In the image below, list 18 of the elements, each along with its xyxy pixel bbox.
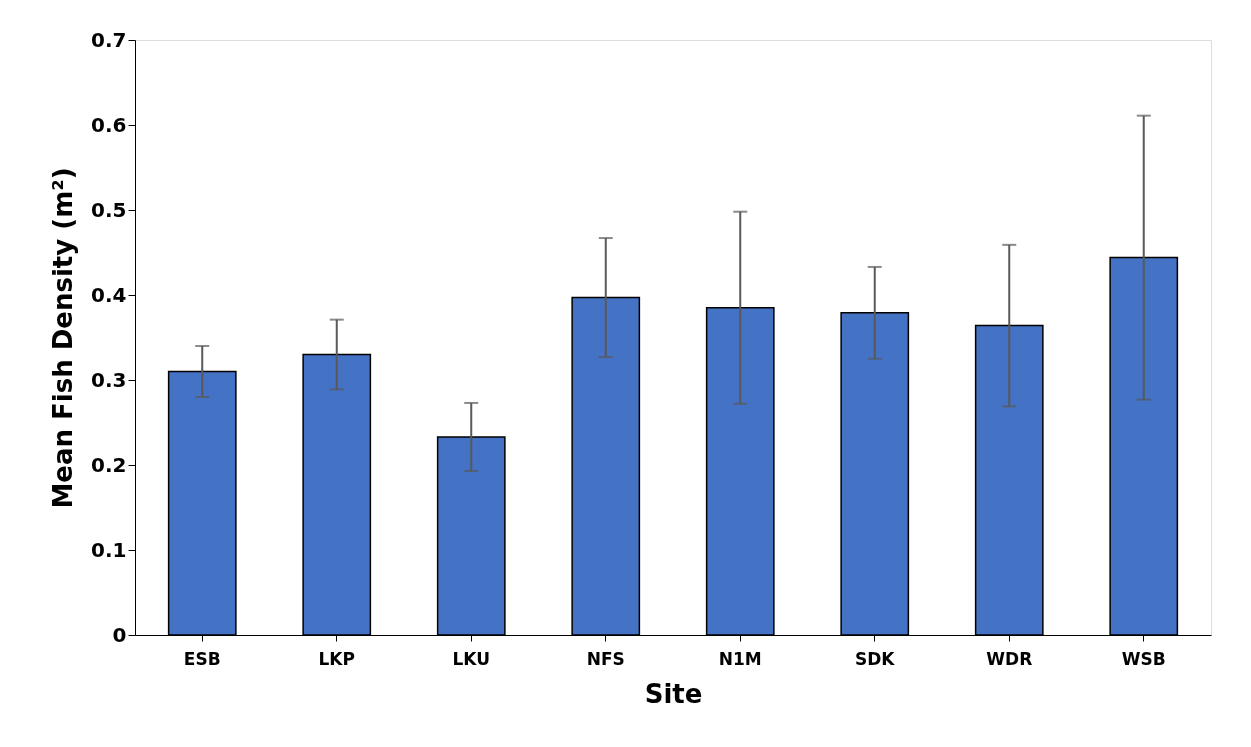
y-tick-label: 0.7 <box>91 27 127 52</box>
y-tick-label: 0 <box>112 622 127 647</box>
x-tick-label: SDK <box>854 648 896 669</box>
x-tick-label: N1M <box>718 648 762 669</box>
x-tick-label: ESB <box>183 648 221 669</box>
x-tick-label: NFS <box>586 648 625 669</box>
y-tick-label: 0.6 <box>91 112 127 137</box>
x-tick-label: WDR <box>986 648 1033 669</box>
x-axis-title: Site <box>644 678 703 709</box>
y-tick-label: 0.3 <box>91 367 127 392</box>
x-tick-label: WSB <box>1121 648 1166 669</box>
y-tick-label: 0.5 <box>91 197 127 222</box>
x-tick-label: LKP <box>318 648 355 669</box>
y-axis-title: Mean Fish Density (m²) <box>48 167 79 509</box>
y-tick-label: 0.4 <box>91 282 127 307</box>
y-tick-label: 0.1 <box>91 537 127 562</box>
y-tick-label: 0.2 <box>91 452 127 477</box>
x-tick-label: LKU <box>452 648 491 669</box>
